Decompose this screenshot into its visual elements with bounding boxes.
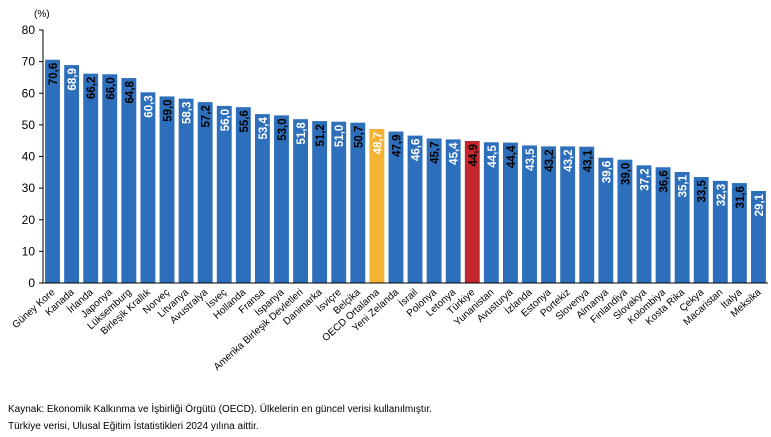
- bar: [102, 74, 118, 284]
- bar-value-label: 51,8: [296, 122, 308, 145]
- y-axis-unit-label: (%): [34, 9, 50, 20]
- bar: [274, 115, 289, 283]
- bar: [235, 107, 251, 283]
- bar-value-label: 29,1: [754, 193, 766, 216]
- y-tick-label: 60: [22, 86, 36, 100]
- bar: [464, 141, 480, 283]
- bar: [121, 78, 137, 283]
- bar: [751, 190, 766, 283]
- bar-value-label: 39,6: [601, 161, 613, 183]
- bar: [522, 145, 537, 283]
- bar: [445, 139, 461, 283]
- bars-group: 70,6 68,9 66,2 66,0 64,8 60,3 59,0 58,3 57,2 56,0…: [45, 59, 766, 284]
- bar-value-label: 66,0: [105, 77, 117, 99]
- bar-value-label: 50,7: [353, 126, 365, 148]
- bar-value-label: 44,4: [506, 145, 518, 168]
- bar: [83, 73, 99, 283]
- bar: [541, 146, 557, 283]
- y-tick-label: 30: [22, 181, 36, 195]
- bar: [178, 98, 194, 283]
- bar-value-label: 43,2: [544, 149, 556, 171]
- bar-value-label: 44,5: [487, 145, 499, 168]
- bar-value-label: 64,8: [124, 80, 136, 103]
- bar-value-label: 47,9: [391, 135, 403, 157]
- bar-value-label: 35,1: [678, 174, 690, 197]
- bar: [140, 92, 156, 284]
- bar-value-label: 70,6: [48, 63, 60, 85]
- y-tick-label: 10: [22, 244, 36, 258]
- bar: [674, 171, 690, 283]
- data-year-note: Türkiye verisi, Ulusal Eğitim İstatistik…: [8, 421, 259, 432]
- bar: [731, 183, 747, 283]
- bar: [64, 65, 80, 283]
- bar: [293, 119, 309, 284]
- y-tick-label: 0: [28, 276, 35, 290]
- bar-value-label: 55,6: [239, 110, 251, 132]
- bar: [45, 59, 60, 283]
- bar: [483, 142, 499, 283]
- bar: [388, 131, 404, 283]
- bar-value-label: 33,5: [697, 179, 709, 202]
- bar-value-label: 66,2: [86, 77, 98, 99]
- bar: [712, 180, 728, 283]
- bar: [426, 138, 442, 283]
- bar: [350, 122, 366, 283]
- bar-value-label: 68,9: [67, 68, 79, 90]
- bar-value-label: 53,4: [258, 117, 270, 140]
- bar: [579, 146, 595, 283]
- bar: [693, 177, 709, 283]
- bar: [636, 165, 652, 283]
- bar: [369, 128, 385, 283]
- bar-value-label: 60,3: [143, 95, 155, 117]
- bar-value-label: 39,0: [620, 163, 632, 185]
- bar: [560, 146, 576, 283]
- bar-value-label: 53,0: [277, 118, 289, 140]
- bar-value-label: 51,2: [315, 124, 327, 146]
- bar: [312, 121, 328, 283]
- bar-value-label: 58,3: [182, 102, 194, 124]
- bar-value-label: 59,0: [163, 99, 175, 121]
- bar-chart: (%) 0 10 20 30 40 50 60 70 80 70,6 68,9 66,2 66,0 64…: [11, 9, 768, 373]
- bar-value-label: 37,2: [639, 168, 651, 190]
- bar: [254, 114, 270, 283]
- bar-value-label: 56,0: [220, 109, 232, 131]
- bar-value-label: 31,6: [735, 186, 747, 208]
- y-tick-label: 20: [22, 213, 36, 227]
- bar-value-label: 45,7: [430, 141, 442, 163]
- y-tick-label: 70: [22, 55, 36, 69]
- y-axis: 0 10 20 30 40 50 60 70 80: [22, 23, 44, 290]
- bar: [407, 135, 423, 283]
- bar-value-label: 44,9: [468, 144, 480, 166]
- bar: [655, 167, 671, 283]
- bar-value-label: 46,6: [411, 139, 423, 161]
- bar: [216, 105, 232, 284]
- bar-value-label: 45,4: [449, 142, 461, 165]
- bar: [197, 102, 213, 283]
- bar-value-label: 48,7: [372, 132, 384, 154]
- bar-value-label: 43,1: [582, 149, 594, 172]
- y-tick-label: 50: [22, 118, 36, 132]
- bar: [598, 157, 614, 283]
- source-note: Kaynak: Ekonomik Kalkınma ve İşbirliği Ö…: [8, 404, 433, 415]
- x-axis: Güney KoreKanadaİrlandaJaponyaLüksemburg…: [11, 282, 768, 373]
- bar-value-label: 43,2: [563, 149, 575, 171]
- y-tick-label: 40: [22, 150, 36, 164]
- bar-value-label: 32,3: [716, 184, 728, 206]
- bar: [331, 121, 347, 284]
- bar-value-label: 57,2: [201, 105, 213, 127]
- bar: [159, 96, 175, 283]
- bar: [617, 159, 633, 283]
- bar-value-label: 43,5: [525, 148, 537, 171]
- bar-value-label: 51,0: [334, 125, 346, 147]
- bar-value-label: 36,6: [659, 170, 671, 192]
- y-tick-label: 80: [22, 23, 36, 37]
- bar: [502, 142, 518, 283]
